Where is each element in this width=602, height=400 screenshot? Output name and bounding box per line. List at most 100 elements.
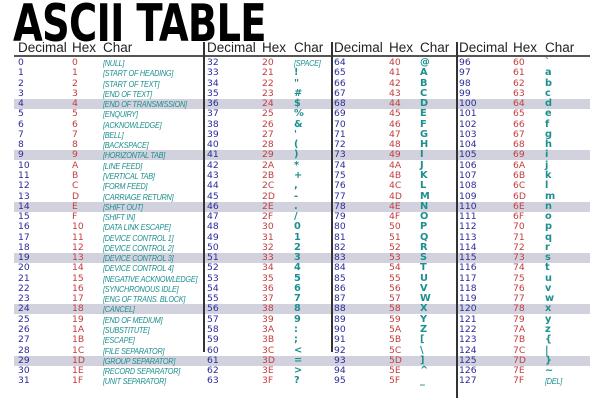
decimal-value: 49 — [207, 231, 219, 243]
header-hex: Hex — [72, 40, 97, 55]
hex-value: 7A — [513, 324, 526, 336]
char-value: * — [294, 159, 300, 171]
decimal-value: 83 — [334, 252, 346, 264]
char-value: W — [420, 293, 431, 305]
char-value: F — [420, 118, 427, 130]
highlight-band — [14, 150, 590, 161]
hex-value: C — [72, 180, 79, 192]
column-divider — [203, 42, 205, 352]
char-value: x — [545, 303, 552, 315]
hex-value: D — [72, 190, 80, 202]
column-divider — [456, 42, 458, 398]
char-value: 1 — [294, 231, 301, 243]
decimal-value: 24 — [18, 303, 30, 315]
decimal-value: 28 — [18, 344, 30, 356]
decimal-value: 25 — [18, 313, 30, 325]
char-value: [SPACE] — [294, 58, 321, 68]
char-value: v — [545, 282, 552, 294]
char-value: # — [294, 87, 303, 99]
hex-value: 22 — [262, 77, 274, 89]
decimal-value: 43 — [207, 169, 219, 181]
char-value: [END OF TRANSMISSION] — [103, 99, 187, 110]
hex-value: 70 — [513, 221, 525, 233]
header-hex: Hex — [513, 40, 538, 55]
hex-value: E — [72, 200, 78, 212]
char-value: \ — [420, 344, 424, 356]
hex-value: 2E — [262, 200, 274, 212]
decimal-value: 122 — [459, 324, 477, 336]
decimal-value: 66 — [334, 77, 346, 89]
header-decimal: Decimal — [334, 40, 383, 55]
decimal-value: 87 — [334, 293, 346, 305]
char-value: ? — [294, 375, 300, 387]
hex-value: 43 — [389, 87, 401, 99]
decimal-value: 101 — [459, 108, 477, 120]
char-value: p — [545, 221, 553, 233]
decimal-value: 121 — [459, 313, 477, 325]
char-value: E — [420, 108, 427, 120]
hex-value: 23 — [262, 87, 274, 99]
char-value: [FILE SEPARATOR] — [103, 345, 165, 356]
decimal-value: 79 — [334, 211, 346, 223]
decimal-value: 50 — [207, 241, 219, 253]
hex-value: 5C — [389, 344, 402, 356]
char-value: P — [420, 221, 428, 233]
hex-value: 16 — [72, 282, 84, 294]
decimal-value: 10 — [18, 159, 30, 171]
decimal-value: 55 — [207, 293, 219, 305]
decimal-value: 69 — [334, 108, 346, 120]
char-value: H — [420, 139, 429, 151]
char-value: 0 — [294, 221, 301, 233]
hex-value: 54 — [389, 262, 401, 274]
decimal-value: 93 — [334, 354, 346, 366]
decimal-value: 60 — [207, 344, 219, 356]
char-value: _ — [420, 375, 425, 387]
header-char: Char — [103, 40, 133, 55]
hex-value: 7D — [513, 354, 526, 366]
hex-value: 15 — [72, 272, 84, 284]
highlight-band — [14, 253, 590, 264]
char-value: I — [420, 149, 424, 161]
char-value: [ENG OF TRANS. BLOCK] — [103, 294, 186, 305]
decimal-value: 2 — [18, 77, 24, 89]
decimal-value: 17 — [18, 231, 30, 243]
decimal-value: 76 — [334, 180, 346, 192]
decimal-value: 102 — [459, 118, 477, 130]
decimal-value: 11 — [18, 169, 30, 181]
decimal-value: 54 — [207, 282, 219, 294]
char-value: h — [545, 139, 552, 151]
char-value: [NULL] — [103, 58, 125, 68]
header-char: Char — [545, 40, 575, 55]
hex-value: 49 — [389, 149, 401, 161]
char-value: ` — [545, 57, 550, 68]
decimal-value: 41 — [207, 149, 219, 161]
decimal-value: 95 — [334, 375, 346, 387]
decimal-value: 30 — [18, 365, 30, 377]
hex-value: 67 — [513, 128, 525, 140]
decimal-value: 51 — [207, 252, 219, 264]
hex-value: 6C — [513, 180, 526, 192]
hex-value: 7B — [513, 334, 526, 346]
decimal-value: 40 — [207, 139, 219, 151]
char-value: ; — [294, 334, 298, 346]
decimal-value: 29 — [18, 354, 30, 366]
hex-value: 65 — [513, 108, 525, 120]
hex-value: 17 — [72, 293, 84, 305]
char-value: U — [420, 272, 428, 284]
decimal-value: 124 — [459, 344, 477, 356]
decimal-value: 85 — [334, 272, 346, 284]
hex-value: 45 — [389, 108, 401, 120]
hex-value: 3D — [262, 354, 275, 366]
char-value: B — [420, 77, 428, 89]
char-value: [START OF TEXT] — [103, 78, 160, 89]
char-value: [DEVICE CONTROL 3] — [103, 253, 174, 264]
decimal-value: 78 — [334, 200, 346, 212]
char-value: T — [420, 262, 427, 274]
char-value: g — [545, 128, 553, 140]
decimal-value: 57 — [207, 313, 219, 325]
hex-value: 44 — [389, 98, 401, 110]
hex-value: 0 — [72, 57, 78, 68]
hex-value: 37 — [262, 293, 274, 305]
hex-value: 3 — [72, 87, 78, 99]
decimal-value: 26 — [18, 324, 30, 336]
